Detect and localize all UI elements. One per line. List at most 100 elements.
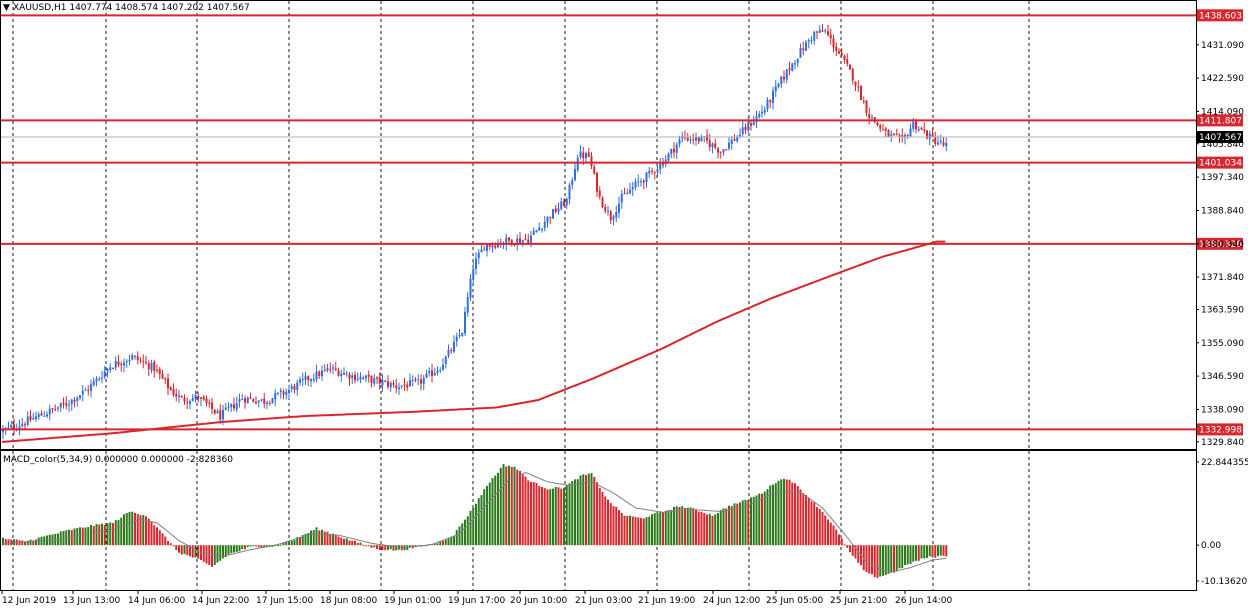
macd-histogram-bar [255, 545, 257, 547]
macd-histogram-bar [4, 539, 7, 546]
candle-body [235, 403, 238, 410]
price-tick-label: 1338.090 [1201, 405, 1244, 415]
candle-body [692, 139, 695, 141]
macd-histogram-bar [634, 517, 637, 546]
time-tick-label: 17 Jun 15:00 [256, 596, 313, 606]
macd-histogram-bar [343, 538, 345, 546]
candle-body [799, 48, 802, 58]
macd-histogram-bar [235, 545, 238, 552]
macd-histogram-bar [788, 479, 791, 546]
macd-histogram-bar [216, 545, 219, 563]
indicator-info: MACD_color(5,34,9) 0.000000 0.000000 -2.… [3, 455, 233, 465]
macd-histogram-bar [945, 545, 948, 557]
macd-histogram-bar [879, 545, 882, 577]
candle-body [79, 395, 81, 399]
macd-histogram-bar [612, 506, 615, 546]
macd-histogram-bar [640, 517, 642, 546]
horizontal-levels-layer[interactable]: 1438.603 1411.807 1401.034 1380.326 1332.998… [0, 9, 1243, 436]
level-price-label: 1380.326 [1199, 240, 1242, 250]
candle-body [565, 198, 568, 206]
macd-histogram-bar [233, 545, 235, 553]
candle-body [939, 140, 942, 143]
macd-histogram-bar [318, 530, 321, 546]
macd-histogram-bar [458, 526, 461, 546]
macd-histogram-bar [615, 506, 618, 546]
candle-body [68, 404, 70, 406]
candle-body [923, 129, 926, 132]
macd-histogram-bar [785, 479, 788, 546]
macd-histogram-bar [816, 507, 818, 546]
candle-body [744, 126, 747, 131]
candle-body [65, 403, 68, 406]
candle-body [475, 258, 477, 269]
candle-body [194, 394, 197, 399]
candle-body [222, 410, 224, 420]
candle-body [381, 380, 384, 385]
macd-histogram-bar [653, 513, 656, 546]
time-tick-label: 14 Jun 22:00 [192, 596, 249, 606]
macd-histogram-bar [571, 480, 574, 546]
candle-body [794, 63, 796, 65]
macd-histogram-bar [901, 545, 904, 568]
macd-histogram-bar [227, 545, 230, 555]
candle-body [414, 379, 417, 381]
candle-body [741, 127, 744, 135]
macd-histogram-bar [304, 533, 307, 546]
macd-histogram-bar [307, 532, 310, 546]
candle-body [527, 239, 530, 244]
macd-histogram-bar [931, 545, 934, 558]
macd-histogram-bar [329, 534, 332, 546]
macd-histogram-bar [373, 545, 376, 548]
candle-body [722, 149, 725, 153]
candle-body [557, 208, 560, 212]
macd-histogram-bar [301, 535, 304, 546]
candle-body [76, 397, 79, 401]
macd-histogram-bar [835, 529, 838, 546]
macd-histogram-bar [153, 525, 156, 546]
candle-body [329, 369, 332, 371]
collapse-triangle-icon[interactable]: ▼ [3, 3, 10, 13]
macd-histogram-bar [494, 475, 497, 546]
candle-body [912, 121, 915, 129]
macd-histogram-bar [519, 470, 521, 546]
candle-body [758, 113, 761, 118]
macd-histogram-bar [554, 486, 557, 546]
candle-body [609, 211, 612, 221]
candle-body [332, 367, 334, 369]
candle-body [585, 153, 587, 158]
candle-body [87, 389, 90, 391]
candle-body [604, 207, 607, 212]
macd-histogram-bar [807, 497, 810, 546]
macd-histogram-bar [98, 524, 101, 546]
macd-histogram-bar [131, 511, 134, 546]
candle-body [648, 170, 651, 174]
candle-body [879, 125, 882, 129]
level-price-label: 1401.034 [1199, 159, 1242, 169]
current-price-badge [1197, 131, 1243, 144]
macd-histogram-bar [381, 545, 384, 551]
macd-histogram-bar [576, 479, 579, 546]
time-tick-label: 26 Jun 14:00 [895, 596, 952, 606]
candle-body [447, 349, 450, 356]
price-tick-label: 1329.840 [1201, 438, 1244, 448]
macd-histogram-bar [662, 511, 664, 546]
candle-body [871, 117, 873, 119]
macd-histogram-bar [838, 534, 840, 546]
macd-histogram-bar [865, 545, 868, 573]
macd-histogram-bar [923, 545, 926, 559]
candle-body [224, 407, 227, 410]
candle-body [24, 424, 26, 426]
macd-histogram-bar [315, 527, 318, 546]
candle-body [139, 360, 142, 362]
candle-body [455, 336, 458, 342]
macd-histogram-bar [904, 545, 906, 566]
candle-body [519, 238, 521, 243]
macd-histogram-bar [725, 508, 728, 546]
macd-histogram-bar [818, 508, 821, 546]
candle-body [505, 237, 508, 245]
macd-histogram-bar [829, 522, 832, 546]
macd-histogram-bar [763, 491, 766, 546]
candle-body [620, 193, 623, 203]
